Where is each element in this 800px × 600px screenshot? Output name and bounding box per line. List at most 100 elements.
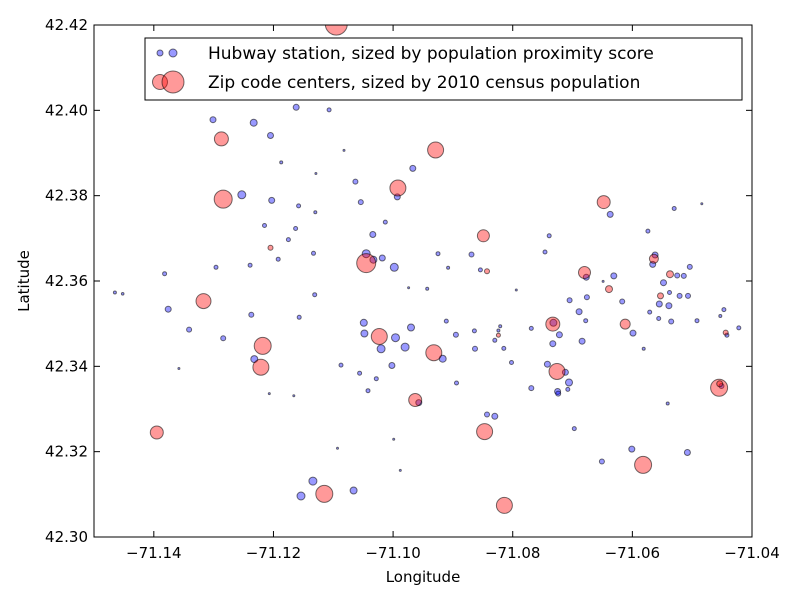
station-point xyxy=(247,262,253,268)
station-point xyxy=(409,164,417,172)
station-point xyxy=(313,210,318,215)
station-point xyxy=(528,325,534,331)
station-point xyxy=(382,219,388,225)
station-point xyxy=(112,290,117,295)
station-point xyxy=(566,297,573,304)
station-point xyxy=(209,116,217,124)
ticks-layer: −71.14 −71.12 −71.10 −71.08 −71.06 −71.04 42.3… xyxy=(45,16,780,562)
station-point xyxy=(388,362,396,369)
station-point xyxy=(610,272,618,280)
station-point xyxy=(376,344,386,354)
legend-marker-point xyxy=(168,48,178,58)
station-point xyxy=(667,290,672,295)
zip-point xyxy=(253,336,272,355)
station-point xyxy=(400,342,410,352)
station-point xyxy=(435,251,441,257)
station-point xyxy=(177,367,181,370)
station-point xyxy=(365,388,371,394)
station-point xyxy=(248,311,255,318)
station-point xyxy=(721,307,727,313)
y-axis-label: Latitude xyxy=(15,250,33,312)
legend-label-zip-code-center: Zip code centers, sized by 2010 census p… xyxy=(208,73,640,93)
station-point xyxy=(296,203,302,209)
station-point xyxy=(220,335,227,342)
station-point xyxy=(357,370,363,376)
station-point xyxy=(338,362,344,368)
x-tick-label: −71.14 xyxy=(126,544,182,562)
legend-label-hubway-station: Hubway station, sized by population prox… xyxy=(208,44,654,64)
station-point xyxy=(262,223,267,228)
station-point xyxy=(443,318,449,324)
zip-point xyxy=(315,484,334,503)
station-point xyxy=(601,279,605,283)
points-layer xyxy=(112,25,742,514)
station-point xyxy=(120,292,125,296)
legend-marker-point xyxy=(152,74,168,90)
station-point xyxy=(378,254,386,262)
station-point xyxy=(164,305,172,313)
station-point xyxy=(249,118,258,127)
station-point xyxy=(496,328,501,333)
station-point xyxy=(671,206,677,211)
station-point xyxy=(528,385,535,392)
station-point xyxy=(583,294,590,301)
zip-point xyxy=(548,363,566,380)
station-point xyxy=(477,267,483,273)
station-point xyxy=(452,331,459,338)
zip-point xyxy=(716,380,724,388)
legend-marker-zip-code-center xyxy=(152,70,185,94)
station-point xyxy=(509,360,514,365)
station-point xyxy=(665,401,670,406)
y-tick-label: 42.42 xyxy=(45,16,88,34)
legend: Hubway station, sized by population prox… xyxy=(144,37,743,101)
zip-point xyxy=(476,423,494,441)
station-point xyxy=(629,329,637,337)
station-point xyxy=(549,340,557,348)
zip-point xyxy=(495,332,501,338)
station-point xyxy=(656,316,662,321)
station-point xyxy=(279,160,284,165)
station-point xyxy=(668,318,675,325)
zip-point xyxy=(213,189,233,209)
y-tick-label: 42.36 xyxy=(45,272,88,290)
station-point xyxy=(352,178,359,185)
station-point xyxy=(472,345,478,352)
zip-point xyxy=(324,25,348,36)
station-point xyxy=(565,386,571,392)
station-point xyxy=(674,272,681,279)
station-point xyxy=(162,271,168,277)
station-point xyxy=(718,314,723,318)
station-point xyxy=(571,426,577,432)
zip-point xyxy=(213,131,229,147)
station-point xyxy=(492,337,498,343)
station-point xyxy=(391,333,400,343)
station-point xyxy=(213,264,219,270)
station-point xyxy=(565,378,573,387)
station-point xyxy=(491,412,499,420)
station-point xyxy=(598,458,605,465)
station-point xyxy=(641,346,646,351)
station-point xyxy=(619,298,626,305)
zip-point xyxy=(634,455,653,474)
station-point xyxy=(700,202,704,206)
y-tick-label: 42.30 xyxy=(45,528,88,546)
station-point xyxy=(546,233,552,239)
station-point xyxy=(326,107,332,113)
zip-point xyxy=(267,244,274,251)
station-point xyxy=(683,449,691,456)
station-point xyxy=(425,286,430,291)
station-point xyxy=(267,132,274,139)
station-point xyxy=(296,491,306,501)
station-point xyxy=(186,326,193,333)
station-point xyxy=(296,314,302,320)
zip-point xyxy=(252,358,270,376)
x-axis-label: Longitude xyxy=(386,568,461,586)
station-point xyxy=(342,148,346,152)
zip-point xyxy=(545,316,561,332)
zip-point xyxy=(657,292,664,300)
station-point xyxy=(407,286,411,290)
zip-point xyxy=(476,229,490,243)
zip-point xyxy=(427,141,445,159)
x-tick-label: −71.08 xyxy=(485,544,541,562)
zip-point xyxy=(484,268,490,275)
